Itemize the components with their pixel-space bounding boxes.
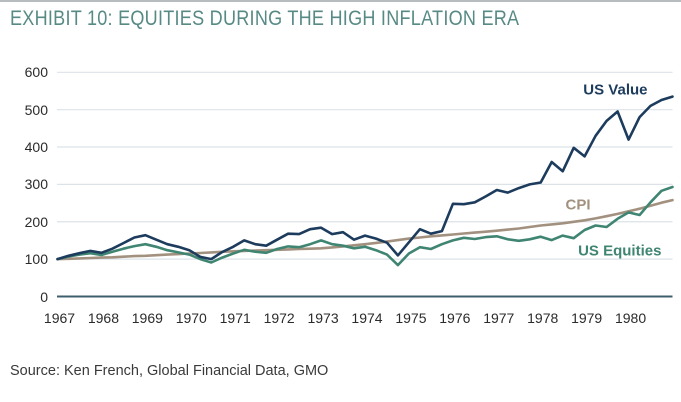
top-divider-line (0, 0, 681, 2)
x-tick-label-1972: 1972 (263, 310, 295, 326)
x-tick-label-1977: 1977 (483, 310, 515, 326)
y-tick-label-300: 300 (24, 176, 48, 193)
series-label-us-value: US Value (583, 81, 648, 99)
y-tick-label-600: 600 (24, 64, 48, 81)
x-tick-label-1970: 1970 (175, 310, 207, 326)
series-line-us-value (56, 95, 674, 261)
x-tick-label-1980: 1980 (614, 310, 647, 326)
x-tick-label-1974: 1974 (351, 310, 383, 326)
x-tick-label-1979: 1979 (571, 310, 603, 326)
y-tick-label-400: 400 (24, 139, 48, 156)
y-tick-label-100: 100 (24, 251, 48, 268)
series-label-us-equities: US Equities (578, 242, 662, 260)
x-tick-label-1978: 1978 (527, 310, 559, 326)
y-tick-label-200: 200 (24, 213, 48, 230)
source-note: Source: Ken French, Global Financial Dat… (10, 363, 329, 379)
page-title: EXHIBIT 10: EQUITIES DURING THE HIGH INF… (10, 6, 520, 30)
x-tick-label-1969: 1969 (131, 310, 163, 326)
x-tick-label-1967: 1967 (43, 310, 76, 326)
x-tick-label-1975: 1975 (395, 310, 427, 326)
x-tick-label-1973: 1973 (307, 310, 339, 326)
y-tick-label-500: 500 (24, 101, 48, 118)
x-tick-label-1976: 1976 (439, 310, 471, 326)
series-line-us-equities (56, 185, 674, 267)
x-tick-label-1968: 1968 (87, 310, 119, 326)
x-tick-label-1971: 1971 (219, 310, 251, 326)
y-tick-label-0: 0 (40, 288, 48, 305)
series-line-cpi (56, 198, 674, 261)
series-label-cpi: CPI (565, 196, 591, 214)
